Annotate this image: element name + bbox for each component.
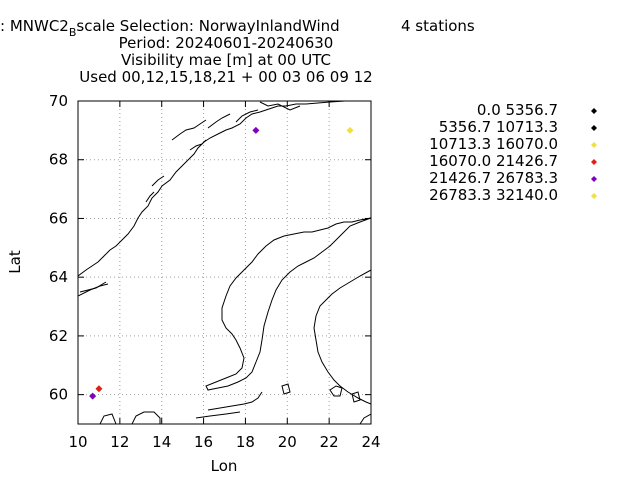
title-model-subscript: B [69, 26, 77, 39]
title-model-prefix: : MNWC2 [0, 17, 69, 35]
chart-title-variable: Visibility mae [m] at 00 UTC [121, 51, 331, 69]
x-tick-label: 24 [361, 433, 380, 451]
chart-title-line1: : MNWC2Bscale Selection: NorwayInlandWin… [0, 17, 340, 39]
x-tick-label: 22 [320, 433, 339, 451]
coastline-map [78, 101, 371, 424]
y-tick-label: 68 [49, 151, 68, 169]
x-tick-label: 12 [110, 433, 129, 451]
plot-frame [77, 100, 372, 425]
legend-marker [591, 142, 597, 148]
station-point [95, 385, 103, 393]
x-axis-label: Lon [211, 457, 238, 475]
grid-lines [77, 100, 372, 424]
legend-marker [591, 159, 597, 165]
x-tick-label: 10 [68, 433, 87, 451]
legend-label: 21426.7 26783.3 [429, 169, 558, 187]
x-tick-labels: 10 12 14 16 18 20 22 24 [68, 101, 381, 451]
chart-title-used: Used 00,12,15,18,21 + 00 03 06 09 12 [79, 68, 372, 86]
legend-label: 0.0 5356.7 [477, 101, 558, 119]
legend-marker [591, 193, 597, 199]
legend-marker [591, 125, 597, 131]
y-tick-label: 66 [49, 209, 68, 227]
station-point [252, 126, 260, 134]
y-tick-label: 64 [49, 268, 68, 286]
legend-label: 5356.7 10713.3 [439, 118, 558, 136]
data-points [89, 126, 354, 400]
y-tick-label: 70 [49, 92, 68, 110]
legend-marker [591, 176, 597, 182]
y-tick-labels: 60 62 64 66 68 70 [49, 92, 371, 404]
y-tick-label: 60 [49, 386, 68, 404]
chart-title-period: Period: 20240601-20240630 [119, 34, 334, 52]
legend-label: 26783.3 32140.0 [429, 186, 558, 204]
x-tick-label: 16 [194, 433, 213, 451]
x-tick-label: 14 [152, 433, 171, 451]
y-tick-label: 62 [49, 327, 68, 345]
legend-marker [591, 108, 597, 114]
legend-label: 16070.0 21426.7 [429, 152, 558, 170]
title-selection: scale Selection: NorwayInlandWind [76, 17, 339, 35]
x-tick-label: 20 [278, 433, 297, 451]
station-point [89, 392, 97, 400]
station-point [346, 126, 354, 134]
legend-label: 10713.3 16070.0 [429, 135, 558, 153]
station-count: 4 stations [401, 17, 475, 35]
x-tick-label: 18 [236, 433, 255, 451]
y-axis-label: Lat [6, 250, 24, 274]
